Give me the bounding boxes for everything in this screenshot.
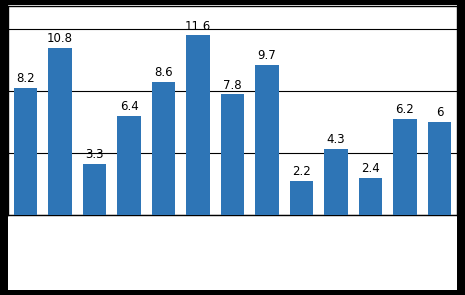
Text: 2.2: 2.2 [292, 165, 311, 178]
Bar [48, 48, 72, 215]
Text: 9.7: 9.7 [258, 49, 276, 62]
Bar [186, 35, 210, 215]
Text: 6: 6 [436, 106, 443, 119]
Bar [83, 164, 106, 215]
Bar [221, 94, 244, 215]
Bar [152, 82, 175, 215]
Text: 11.6: 11.6 [185, 19, 211, 32]
Bar [14, 88, 37, 215]
Text: 6.4: 6.4 [120, 100, 139, 113]
Text: 10.8: 10.8 [47, 32, 73, 45]
Bar [290, 181, 313, 215]
Text: 8.6: 8.6 [154, 66, 173, 79]
Bar [428, 122, 451, 215]
Text: 4.3: 4.3 [326, 133, 345, 146]
Text: 3.3: 3.3 [85, 148, 104, 161]
Bar [117, 116, 141, 215]
Bar [324, 149, 348, 215]
Bar [393, 119, 417, 215]
Text: 8.2: 8.2 [16, 72, 35, 85]
Text: 2.4: 2.4 [361, 162, 380, 175]
Bar [255, 65, 279, 215]
Text: 7.8: 7.8 [223, 78, 242, 91]
Bar [359, 178, 382, 215]
Text: 6.2: 6.2 [396, 103, 414, 116]
